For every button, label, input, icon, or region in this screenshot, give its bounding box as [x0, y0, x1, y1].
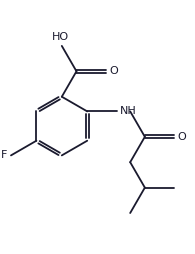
- Text: F: F: [1, 150, 8, 160]
- Text: O: O: [178, 132, 186, 142]
- Text: NH: NH: [120, 106, 137, 116]
- Text: O: O: [109, 66, 118, 76]
- Text: HO: HO: [52, 33, 69, 42]
